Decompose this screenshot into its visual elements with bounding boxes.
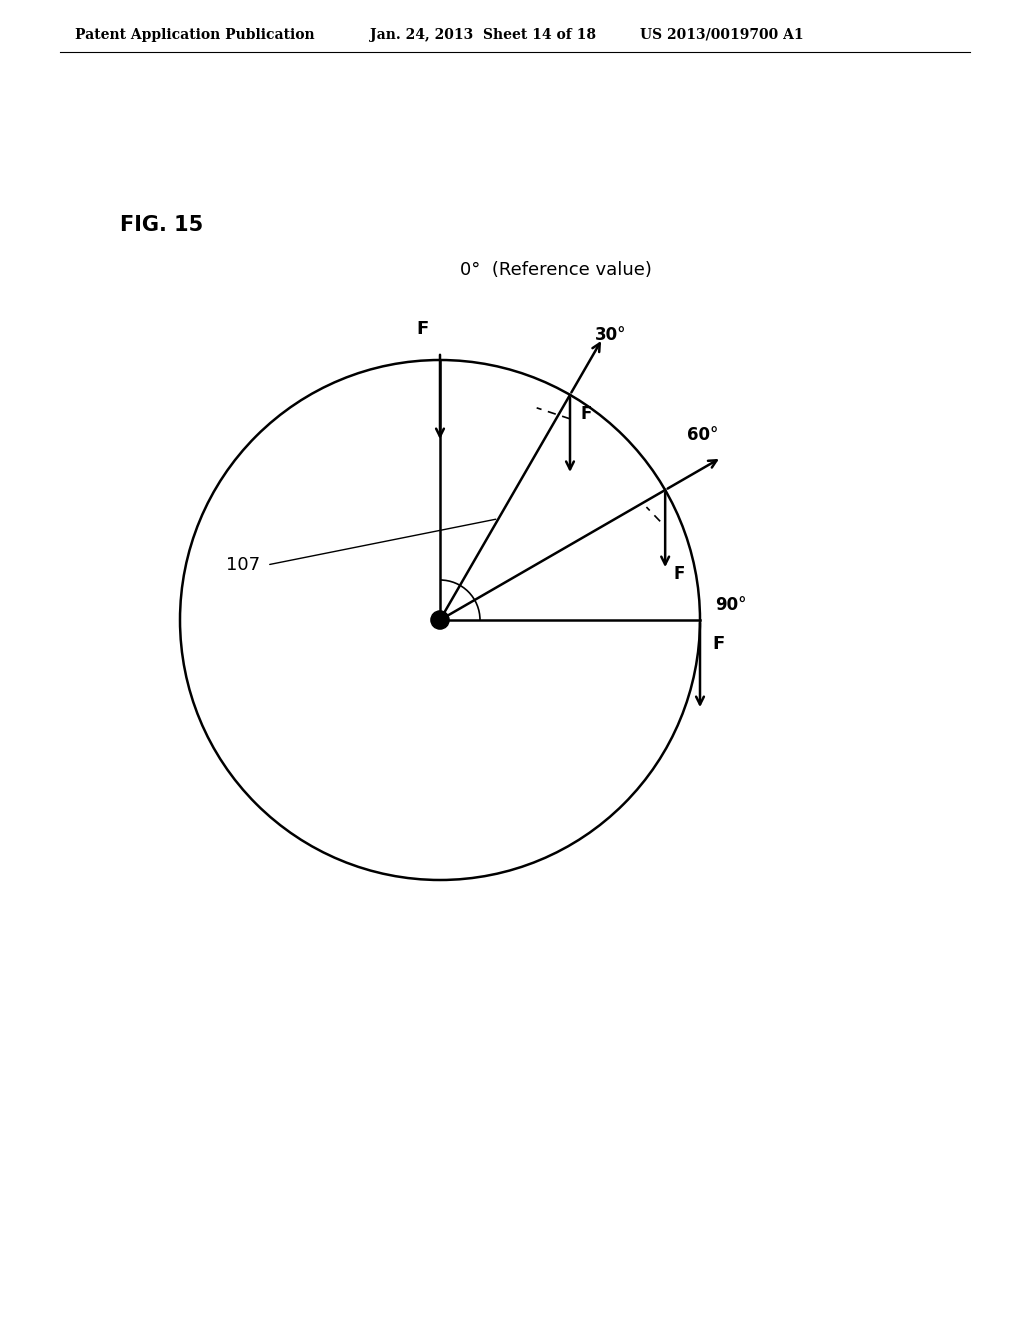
Text: F: F	[673, 565, 684, 583]
Text: F: F	[580, 405, 592, 422]
Circle shape	[431, 611, 450, 630]
Text: F: F	[416, 319, 428, 338]
Text: 90°: 90°	[715, 597, 746, 614]
Text: 60°: 60°	[687, 426, 719, 444]
Text: 0°  (Reference value): 0° (Reference value)	[460, 261, 652, 279]
Text: Jan. 24, 2013  Sheet 14 of 18: Jan. 24, 2013 Sheet 14 of 18	[370, 28, 596, 42]
Text: FIG. 15: FIG. 15	[120, 215, 203, 235]
Text: F: F	[712, 635, 724, 653]
Text: Patent Application Publication: Patent Application Publication	[75, 28, 314, 42]
Text: 107: 107	[226, 556, 260, 574]
Text: US 2013/0019700 A1: US 2013/0019700 A1	[640, 28, 804, 42]
Text: 30°: 30°	[595, 326, 627, 343]
